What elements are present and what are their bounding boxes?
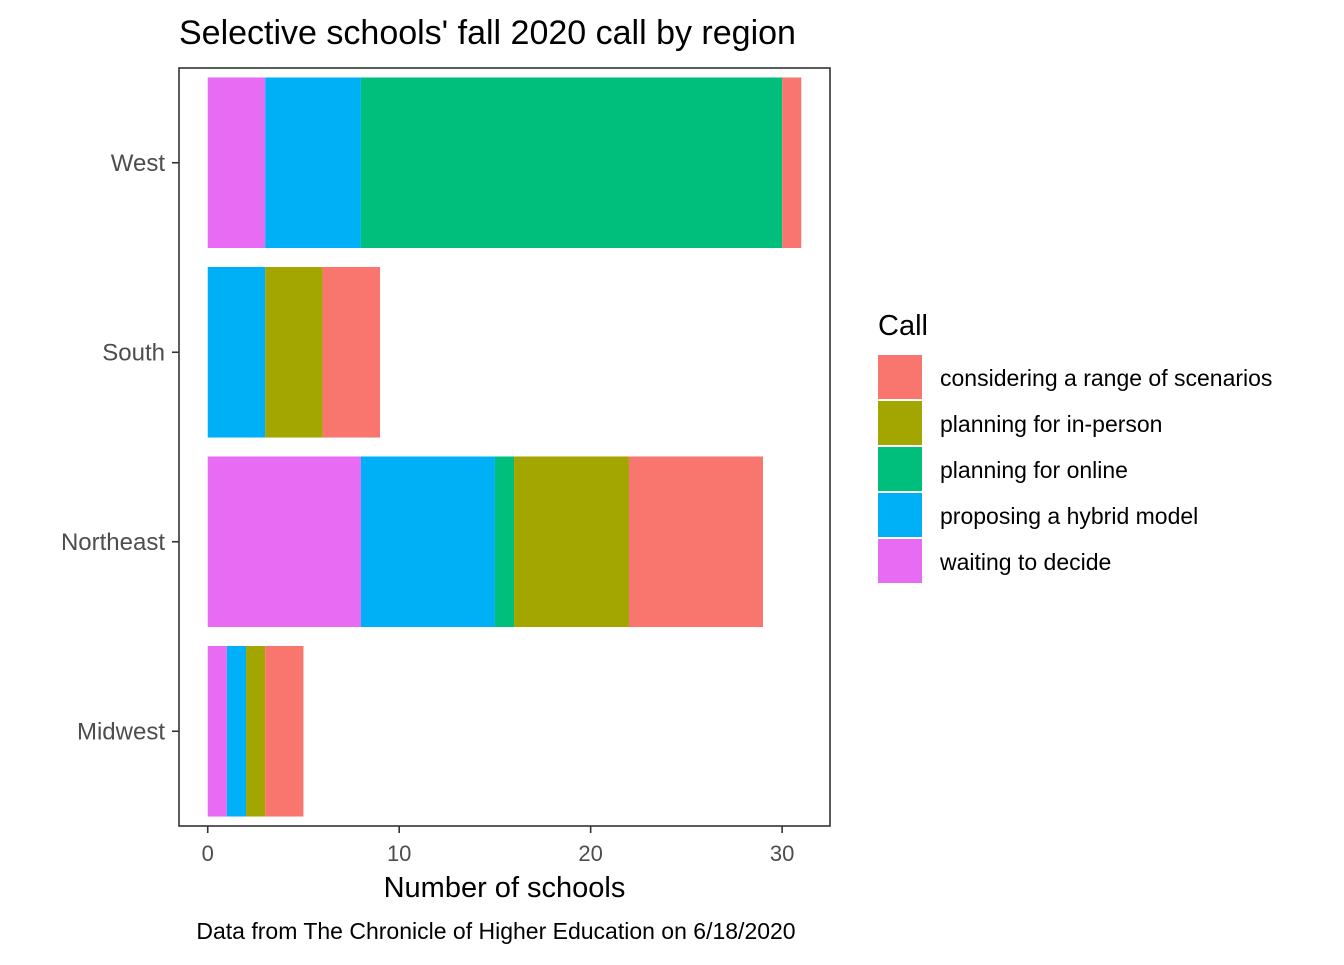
x-tick-label: 20 <box>578 841 602 866</box>
y-tick-label: Midwest <box>77 718 165 745</box>
legend-items: considering a range of scenarios planning… <box>878 355 1272 583</box>
legend-label-planning-for-in-person: planning for in-person <box>940 411 1162 437</box>
legend-title: Call <box>878 310 928 342</box>
legend-label-considering-a-range-of-scenarios: considering a range of scenarios <box>940 365 1272 391</box>
legend-label-planning-for-online: planning for online <box>940 457 1128 483</box>
bar-midwest-proposing-a-hybrid-model <box>226 645 247 817</box>
bar-south-proposing-a-hybrid-model <box>207 266 266 438</box>
y-axis: West South Northeast Midwest <box>61 150 179 745</box>
legend-key-waiting-to-decide <box>878 539 922 583</box>
y-tick-label: Northeast <box>61 529 165 556</box>
x-tick-label: 0 <box>202 841 214 866</box>
bar-south-considering-a-range-of-scenarios <box>322 266 381 438</box>
legend: Call considering a range of scenarios pla… <box>878 310 1272 583</box>
x-axis: 0 10 20 30 <box>202 826 794 866</box>
legend-key-planning-for-online <box>878 447 922 491</box>
legend-label-proposing-a-hybrid-model: proposing a hybrid model <box>940 503 1198 529</box>
bar-midwest-considering-a-range-of-scenarios <box>265 645 304 817</box>
bar-northeast-planning-for-online <box>494 456 515 628</box>
bar-west-waiting-to-decide <box>207 77 266 249</box>
bar-midwest-planning-for-in-person <box>246 645 266 817</box>
plot-panel <box>178 67 831 827</box>
bar-west-considering-a-range-of-scenarios <box>782 77 802 249</box>
bar-northeast-planning-for-in-person <box>514 456 629 628</box>
x-tick-label: 30 <box>770 841 794 866</box>
bar-northeast-considering-a-range-of-scenarios <box>628 456 763 628</box>
bar-west-proposing-a-hybrid-model <box>265 77 361 249</box>
bar-south-planning-for-in-person <box>265 266 323 438</box>
bar-northeast-waiting-to-decide <box>207 456 361 628</box>
x-tick-label: 10 <box>387 841 411 866</box>
bar-midwest-waiting-to-decide <box>207 645 227 817</box>
legend-key-planning-for-in-person <box>878 401 922 445</box>
x-axis-label: Number of schools <box>384 872 626 904</box>
chart-caption: Data from The Chronicle of Higher Educat… <box>196 918 795 944</box>
bar-west-planning-for-online <box>360 77 783 249</box>
y-tick-label: South <box>102 339 165 366</box>
legend-key-proposing-a-hybrid-model <box>878 493 922 537</box>
bars <box>207 77 802 817</box>
chart-title: Selective schools' fall 2020 call by reg… <box>179 14 796 52</box>
legend-label-waiting-to-decide: waiting to decide <box>939 549 1111 575</box>
y-tick-label: West <box>111 150 166 177</box>
bar-northeast-proposing-a-hybrid-model <box>360 456 495 628</box>
legend-key-considering-a-range-of-scenarios <box>878 355 922 399</box>
